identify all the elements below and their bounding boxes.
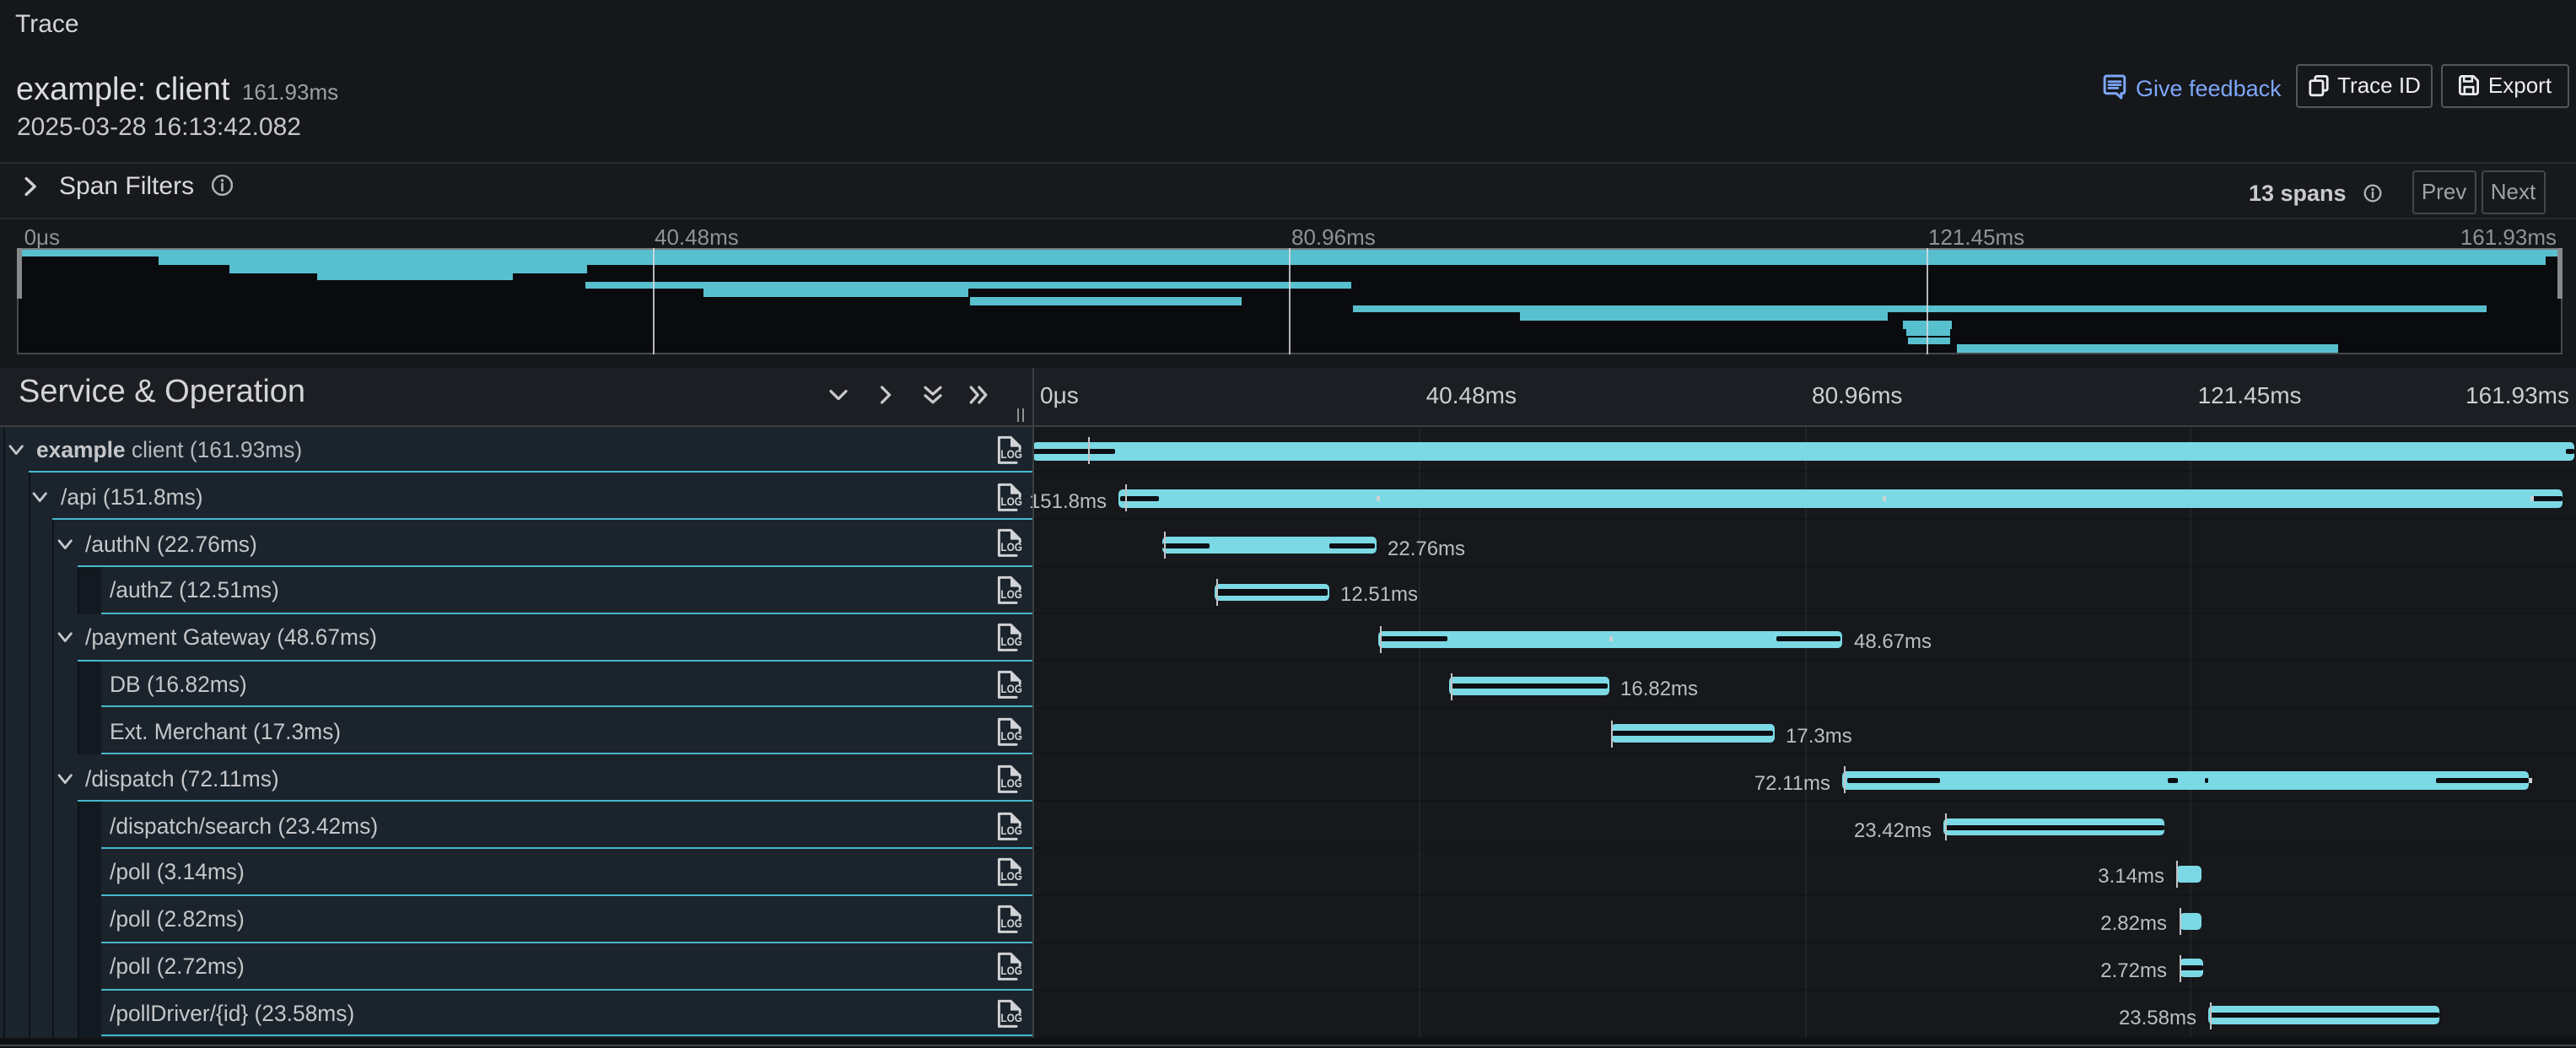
svg-text:LOG: LOG: [1000, 589, 1022, 602]
svg-text:LOG: LOG: [1000, 871, 1022, 883]
svg-text:LOG: LOG: [1000, 542, 1022, 554]
svg-text:LOG: LOG: [1000, 1012, 1022, 1024]
svg-text:LOG: LOG: [1000, 683, 1022, 695]
svg-text:LOG: LOG: [1000, 494, 1022, 507]
svg-text:LOG: LOG: [1000, 635, 1022, 648]
svg-text:LOG: LOG: [1000, 730, 1022, 743]
svg-text:LOG: LOG: [1000, 824, 1022, 836]
svg-text:LOG: LOG: [1000, 448, 1022, 461]
svg-text:LOG: LOG: [1000, 776, 1022, 789]
svg-text:LOG: LOG: [1000, 964, 1022, 977]
svg-text:LOG: LOG: [1000, 918, 1022, 931]
